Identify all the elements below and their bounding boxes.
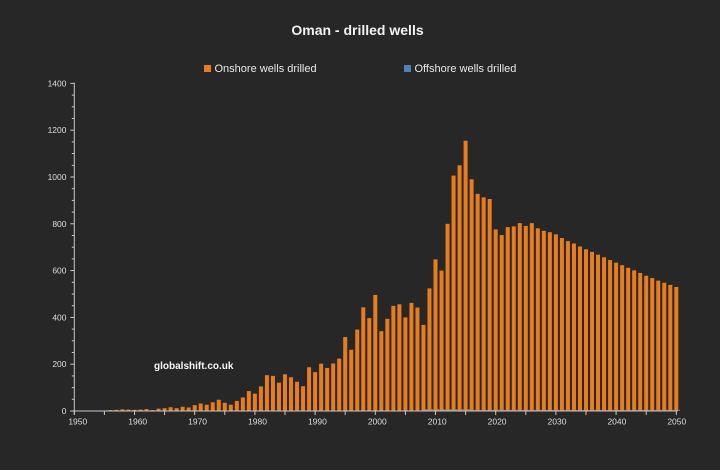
svg-text:1950: 1950 (68, 416, 87, 426)
svg-text:1960: 1960 (128, 416, 147, 426)
svg-text:2010: 2010 (428, 416, 447, 426)
svg-text:200: 200 (52, 359, 66, 369)
svg-text:2030: 2030 (548, 416, 567, 426)
svg-text:2000: 2000 (368, 416, 387, 426)
svg-text:1400: 1400 (48, 78, 67, 88)
svg-text:2050: 2050 (667, 416, 686, 426)
svg-text:1980: 1980 (248, 416, 267, 426)
svg-text:600: 600 (52, 266, 66, 276)
svg-text:400: 400 (52, 312, 66, 322)
svg-text:1970: 1970 (188, 416, 207, 426)
svg-text:1000: 1000 (48, 172, 67, 182)
svg-text:1990: 1990 (308, 416, 327, 426)
svg-text:1200: 1200 (48, 125, 67, 135)
svg-text:2040: 2040 (607, 416, 626, 426)
svg-text:0: 0 (62, 406, 67, 416)
svg-text:2020: 2020 (488, 416, 507, 426)
svg-text:800: 800 (52, 219, 66, 229)
